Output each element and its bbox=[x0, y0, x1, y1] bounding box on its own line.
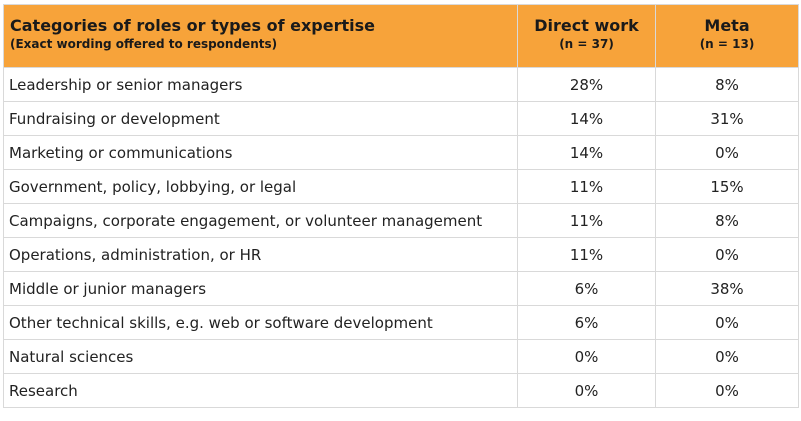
expertise-table: Categories of roles or types of expertis… bbox=[3, 4, 799, 408]
header-direct-work-subtitle: (n = 37) bbox=[559, 37, 614, 51]
table-row: Other technical skills, e.g. web or soft… bbox=[3, 305, 799, 340]
meta-value: 0% bbox=[655, 305, 799, 340]
row-label: Fundraising or development bbox=[3, 101, 518, 136]
header-row: Categories of roles or types of expertis… bbox=[3, 4, 799, 68]
meta-value: 0% bbox=[655, 237, 799, 272]
row-label: Marketing or communications bbox=[3, 135, 518, 170]
meta-value: 0% bbox=[655, 373, 799, 408]
direct-work-value: 0% bbox=[517, 373, 656, 408]
table-row: Natural sciences 0% 0% bbox=[3, 339, 799, 374]
table-row: Research 0% 0% bbox=[3, 373, 799, 408]
row-label: Campaigns, corporate engagement, or volu… bbox=[3, 203, 518, 238]
header-categories-title: Categories of roles or types of expertis… bbox=[10, 16, 375, 35]
meta-value: 8% bbox=[655, 203, 799, 238]
header-meta-subtitle: (n = 13) bbox=[699, 37, 755, 51]
table-row: Marketing or communications 14% 0% bbox=[3, 135, 799, 170]
header-direct-work-title: Direct work bbox=[534, 16, 639, 35]
direct-work-value: 11% bbox=[517, 237, 656, 272]
direct-work-value: 6% bbox=[517, 305, 656, 340]
row-label: Research bbox=[3, 373, 518, 408]
meta-value: 8% bbox=[655, 67, 799, 102]
direct-work-value: 11% bbox=[517, 169, 656, 204]
table-body: Leadership or senior managers 28% 8% Fun… bbox=[3, 67, 799, 408]
row-label: Middle or junior managers bbox=[3, 271, 518, 306]
meta-value: 38% bbox=[655, 271, 799, 306]
table-header: Categories of roles or types of expertis… bbox=[3, 4, 799, 68]
meta-value: 0% bbox=[655, 339, 799, 374]
direct-work-value: 14% bbox=[517, 101, 656, 136]
direct-work-value: 28% bbox=[517, 67, 656, 102]
row-label: Operations, administration, or HR bbox=[3, 237, 518, 272]
table-row: Campaigns, corporate engagement, or volu… bbox=[3, 203, 799, 238]
direct-work-value: 0% bbox=[517, 339, 656, 374]
table-row: Middle or junior managers 6% 38% bbox=[3, 271, 799, 306]
meta-value: 0% bbox=[655, 135, 799, 170]
direct-work-value: 6% bbox=[517, 271, 656, 306]
row-label: Natural sciences bbox=[3, 339, 518, 374]
header-categories-subtitle: (Exact wording offered to respondents) bbox=[10, 37, 278, 51]
direct-work-value: 14% bbox=[517, 135, 656, 170]
table-row: Government, policy, lobbying, or legal 1… bbox=[3, 169, 799, 204]
meta-value: 15% bbox=[655, 169, 799, 204]
header-categories: Categories of roles or types of expertis… bbox=[3, 4, 518, 68]
row-label: Government, policy, lobbying, or legal bbox=[3, 169, 518, 204]
table-row: Operations, administration, or HR 11% 0% bbox=[3, 237, 799, 272]
header-direct-work: Direct work (n = 37) bbox=[517, 4, 656, 68]
meta-value: 31% bbox=[655, 101, 799, 136]
row-label: Leadership or senior managers bbox=[3, 67, 518, 102]
header-meta-title: Meta bbox=[704, 16, 750, 35]
row-label: Other technical skills, e.g. web or soft… bbox=[3, 305, 518, 340]
header-meta: Meta (n = 13) bbox=[655, 4, 799, 68]
table-container: Categories of roles or types of expertis… bbox=[3, 4, 799, 408]
table-row: Leadership or senior managers 28% 8% bbox=[3, 67, 799, 102]
table-row: Fundraising or development 14% 31% bbox=[3, 101, 799, 136]
direct-work-value: 11% bbox=[517, 203, 656, 238]
